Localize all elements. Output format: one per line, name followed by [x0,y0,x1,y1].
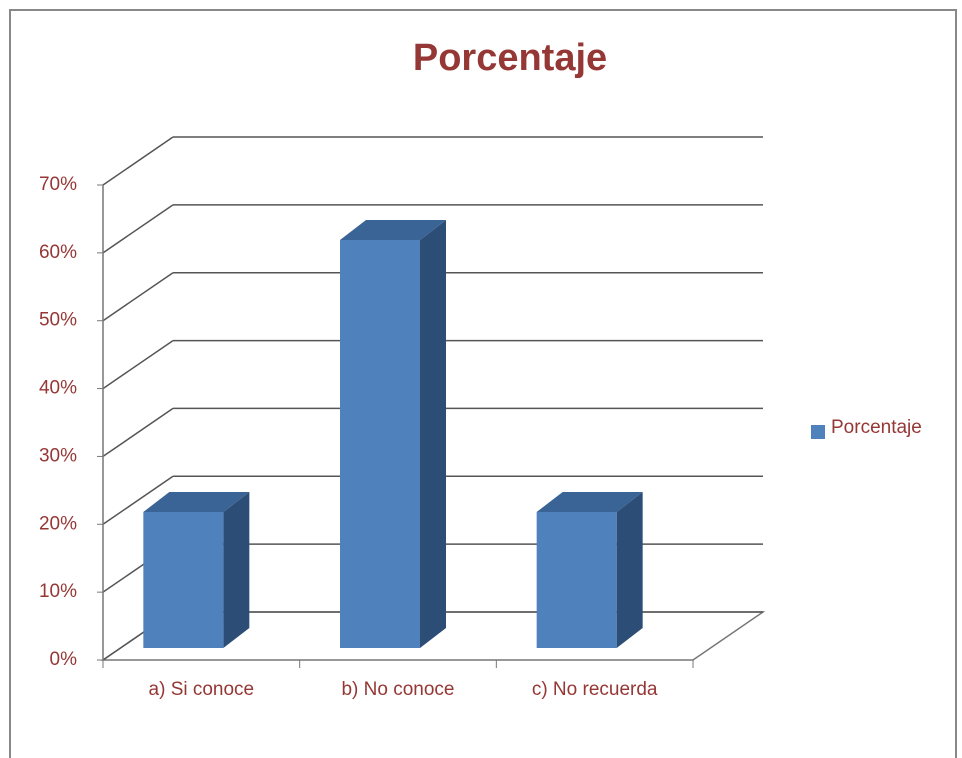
bar-top [536,492,643,512]
side-grid-line [102,204,174,254]
y-tick-label: 50% [39,310,77,331]
bar-side [223,492,250,648]
legend-swatch [811,425,825,439]
y-tick-label: 10% [39,581,77,602]
bar-side [616,492,643,648]
y-tick-label: 20% [39,513,77,534]
y-tick-label: 0% [50,649,78,670]
bar-side [420,220,446,648]
side-grid-line [102,339,174,390]
bar [340,240,420,648]
y-tick-label: 60% [39,242,77,263]
side-grid-line [102,407,174,458]
side-grid-line [102,136,174,186]
x-tick-label: c) No recuerda [532,679,658,700]
side-grid-line [102,272,174,322]
bar [143,512,224,648]
y-tick-label: 30% [39,445,77,466]
legend-label: Porcentaje [831,417,922,438]
y-tick-label: 40% [39,378,77,399]
chart-title: Porcentaje [413,37,607,79]
x-tick-label: a) Si conoce [149,679,255,700]
bar-top [340,220,446,240]
y-tick-label: 70% [39,174,77,195]
bar-top [143,492,250,512]
x-tick-label: b) No conoce [341,679,454,700]
bar [536,512,617,648]
side-grid-line [102,475,174,525]
